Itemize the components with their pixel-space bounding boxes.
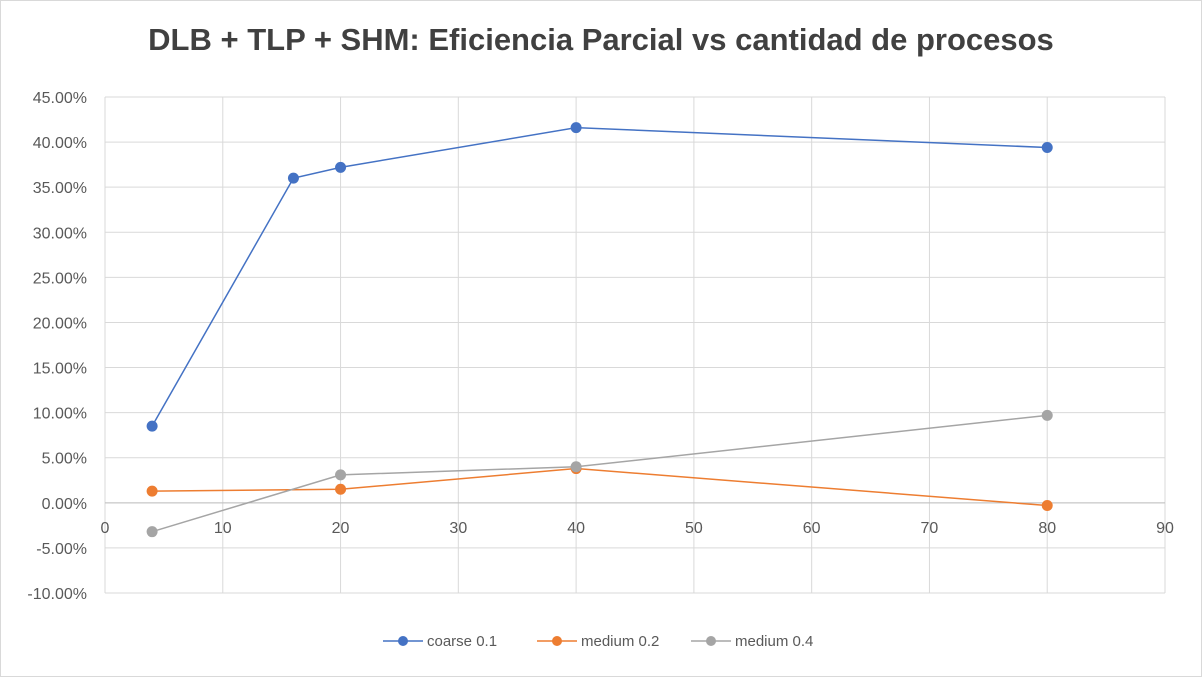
series-medium-04 [146,409,1053,538]
series-line [151,414,1048,533]
legend-item: medium 0.2 [537,633,659,650]
legend-marker [706,636,716,646]
data-point [570,461,582,473]
x-tick-label: 30 [449,520,467,537]
y-tick-label: -10.00% [27,586,87,603]
y-tick-label: -5.00% [36,541,87,558]
legend-label: medium 0.2 [581,633,659,650]
x-tick-label: 0 [101,520,110,537]
data-point [1041,142,1053,154]
y-tick-label: 30.00% [33,225,87,242]
y-tick-label: 5.00% [42,451,87,468]
data-point [287,172,299,184]
series-group [146,122,1053,538]
legend-label: medium 0.4 [735,633,813,650]
data-point [335,483,347,495]
y-tick-label: 25.00% [33,270,87,287]
series-coarse-01 [146,122,1053,432]
data-point [146,485,158,497]
y-tick-label: 10.00% [33,406,87,423]
x-tick-label: 80 [1038,520,1056,537]
x-tick-label: 90 [1156,520,1174,537]
x-tick-label: 60 [803,520,821,537]
series-line [152,467,1048,507]
legend-item: medium 0.4 [691,633,813,650]
data-point [146,526,158,538]
legend-item: coarse 0.1 [383,633,497,650]
data-point [335,161,347,173]
data-point [146,420,158,432]
data-point [335,469,347,481]
x-tick-label: 70 [921,520,939,537]
legend-marker [552,636,562,646]
y-tick-label: 40.00% [33,135,87,152]
grid-lines [104,96,1166,594]
y-tick-labels: -10.00% -5.00% 0.00% 5.00% 10.00% 15.00% 20.00… [27,90,87,603]
y-tick-label: 15.00% [33,361,87,378]
x-tick-label: 10 [214,520,232,537]
y-tick-label: 20.00% [33,315,87,332]
y-tick-label: 35.00% [33,180,87,197]
legend: coarse 0.1 medium 0.2 medium 0.4 [383,633,813,650]
legend-label: coarse 0.1 [427,633,497,650]
chart-title: DLB + TLP + SHM: Eficiencia Parcial vs c… [148,22,1054,57]
x-tick-label: 20 [332,520,350,537]
legend-marker [398,636,408,646]
data-point [1041,500,1053,512]
x-tick-labels: 0 10 20 30 40 50 60 70 80 90 [101,520,1174,537]
series-medium-02 [146,463,1053,512]
x-tick-label: 40 [567,520,585,537]
data-point [570,122,582,134]
y-tick-label: 45.00% [33,90,87,107]
y-tick-label: 0.00% [42,496,87,513]
x-tick-label: 50 [685,520,703,537]
data-point [1041,409,1053,421]
